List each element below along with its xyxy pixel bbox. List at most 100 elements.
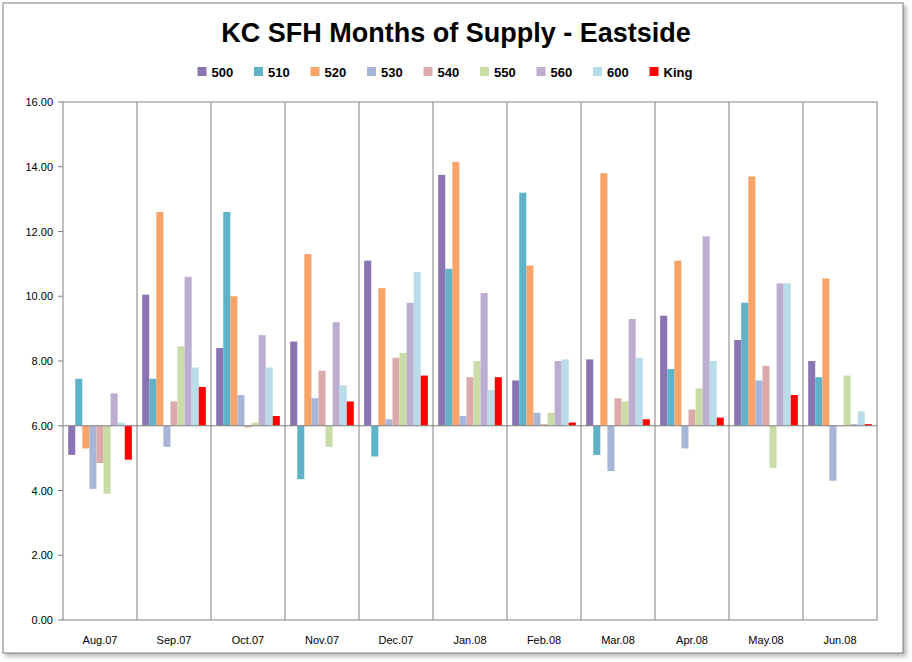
bar xyxy=(622,401,629,425)
grid-line-x xyxy=(581,102,582,620)
bar xyxy=(466,377,473,426)
bar xyxy=(230,296,237,426)
bar xyxy=(822,278,829,425)
bar xyxy=(392,358,399,426)
bar xyxy=(326,426,333,447)
bar xyxy=(185,277,192,426)
y-tick-label: 10.00 xyxy=(25,290,53,302)
y-tick-label: 14.00 xyxy=(25,161,53,173)
x-tick-label: Aug.07 xyxy=(83,634,118,646)
bar xyxy=(784,283,791,425)
x-tick-label: Feb.08 xyxy=(527,634,561,646)
bar xyxy=(216,348,223,426)
bar xyxy=(414,272,421,426)
x-tick-label: Dec.07 xyxy=(379,634,414,646)
bars xyxy=(68,162,872,494)
bar xyxy=(297,426,304,479)
bar xyxy=(829,426,836,481)
bar xyxy=(96,426,103,463)
bar xyxy=(858,411,865,426)
legend-label: 550 xyxy=(494,65,516,80)
y-tick-label: 16.00 xyxy=(25,96,53,108)
legend-label: 540 xyxy=(438,65,460,80)
bar xyxy=(703,236,710,425)
y-tick xyxy=(58,166,63,167)
legend-label: 510 xyxy=(268,65,290,80)
bar xyxy=(223,212,230,426)
y-tick xyxy=(58,296,63,297)
legend-swatch xyxy=(254,67,263,76)
bar xyxy=(199,387,206,426)
x-tick-label: Nov.07 xyxy=(305,634,339,646)
bar xyxy=(674,261,681,426)
bar xyxy=(512,380,519,425)
bar xyxy=(488,390,495,426)
bar xyxy=(755,380,762,425)
y-tick xyxy=(58,490,63,491)
bar xyxy=(340,385,347,425)
bar xyxy=(156,212,163,426)
y-tick-label: 6.00 xyxy=(32,420,53,432)
bar xyxy=(333,322,340,426)
legend-label: 520 xyxy=(325,65,347,80)
bar xyxy=(660,316,667,426)
grid-line-x xyxy=(803,102,804,620)
bar xyxy=(667,369,674,426)
bar xyxy=(304,254,311,426)
bar xyxy=(290,342,297,426)
bar xyxy=(481,293,488,426)
bar xyxy=(170,401,177,425)
grid-line-x xyxy=(359,102,360,620)
bar xyxy=(741,303,748,426)
bar xyxy=(562,359,569,425)
y-tick xyxy=(58,231,63,232)
bar xyxy=(643,419,650,425)
bar xyxy=(163,426,170,447)
bar xyxy=(696,389,703,426)
grid-line-x xyxy=(137,102,138,620)
legend-swatch xyxy=(593,67,602,76)
grid-line-x xyxy=(433,102,434,620)
legend-swatch xyxy=(424,67,433,76)
plot-frame xyxy=(63,102,877,620)
bar xyxy=(407,303,414,426)
bar xyxy=(593,426,600,455)
bar xyxy=(629,319,636,426)
legend-label: 530 xyxy=(381,65,403,80)
y-tick-label: 2.00 xyxy=(32,549,53,561)
x-tick-label: Jun.08 xyxy=(823,634,856,646)
y-tick-label: 8.00 xyxy=(32,355,53,367)
bar xyxy=(808,361,815,426)
bar xyxy=(777,283,784,425)
bar xyxy=(75,379,82,426)
bar xyxy=(104,426,111,494)
bar xyxy=(710,361,717,426)
bar xyxy=(717,418,724,426)
legend-swatch xyxy=(480,67,489,76)
bar xyxy=(266,367,273,425)
bar xyxy=(681,426,688,449)
grid-line-x xyxy=(729,102,730,620)
legend-label: 560 xyxy=(551,65,573,80)
bar xyxy=(762,366,769,426)
bar xyxy=(259,335,266,426)
legend-swatch xyxy=(198,67,207,76)
legend-swatch xyxy=(650,67,659,76)
bar xyxy=(149,379,156,426)
bar xyxy=(495,377,502,426)
bar xyxy=(600,173,607,426)
y-tick-label: 4.00 xyxy=(32,485,53,497)
y-tick xyxy=(58,555,63,556)
legend-label: King xyxy=(664,65,693,80)
bar xyxy=(533,413,540,426)
bar xyxy=(748,176,755,425)
x-tick-label: Jan.08 xyxy=(453,634,486,646)
bar xyxy=(555,361,562,426)
bar xyxy=(844,376,851,426)
bar xyxy=(400,353,407,426)
legend-swatch xyxy=(537,67,546,76)
chart-frame xyxy=(3,3,903,653)
y-tick xyxy=(58,620,63,621)
x-tick-label: Mar.08 xyxy=(601,634,635,646)
legend-swatch xyxy=(311,67,320,76)
